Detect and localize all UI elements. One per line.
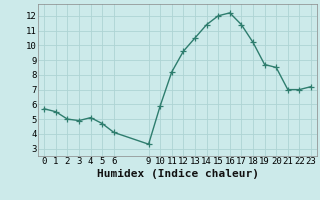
X-axis label: Humidex (Indice chaleur): Humidex (Indice chaleur) — [97, 169, 259, 179]
